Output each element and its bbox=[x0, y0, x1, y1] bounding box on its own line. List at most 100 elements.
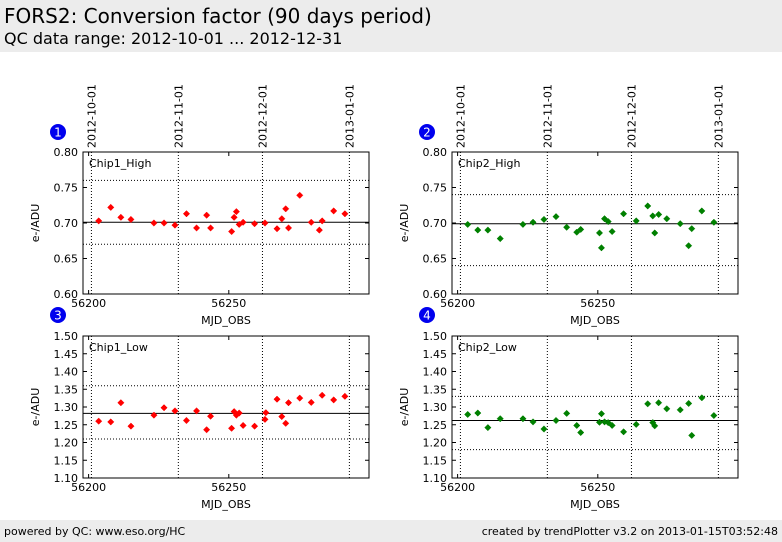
data-point bbox=[203, 426, 211, 434]
data-point bbox=[95, 217, 103, 225]
data-point bbox=[307, 218, 315, 226]
data-point bbox=[540, 215, 548, 224]
data-point bbox=[282, 419, 290, 427]
y-tick-label: 1.40 bbox=[54, 366, 79, 379]
data-point bbox=[474, 409, 482, 417]
y-tick-label: 0.80 bbox=[423, 146, 448, 159]
data-point bbox=[604, 218, 612, 226]
data-point bbox=[604, 419, 612, 427]
y-tick-label: 1.25 bbox=[54, 419, 79, 432]
data-point bbox=[519, 415, 527, 423]
y-tick-label: 0.75 bbox=[54, 182, 79, 195]
chart-panel-4: 1.10 1.15 1.20 1.25 1.30 1.35 1.40 1.45 1.50 5620… bbox=[398, 307, 739, 511]
y-tick-label: 1.15 bbox=[54, 454, 79, 467]
data-point bbox=[688, 225, 696, 233]
y-axis-label: e-/ADU bbox=[398, 388, 411, 427]
data-point bbox=[563, 409, 571, 417]
data-point bbox=[239, 421, 247, 430]
data-point bbox=[474, 226, 482, 234]
data-point bbox=[529, 218, 537, 226]
data-point bbox=[193, 407, 201, 415]
date-tick-label: 2013-01-01 bbox=[712, 84, 725, 148]
data-point bbox=[127, 215, 135, 224]
data-point bbox=[171, 407, 179, 415]
chart-panel-3: 1.10 1.15 1.20 1.25 1.30 1.35 1.40 1.45 1.50 5620… bbox=[29, 307, 370, 511]
data-point bbox=[632, 420, 640, 428]
data-point bbox=[150, 219, 158, 227]
panel-number-badge bbox=[419, 124, 435, 140]
data-point bbox=[262, 409, 270, 417]
data-point bbox=[307, 398, 315, 406]
data-point bbox=[663, 215, 671, 223]
data-point bbox=[239, 218, 247, 226]
data-point bbox=[577, 225, 585, 233]
data-point bbox=[496, 235, 504, 243]
data-point bbox=[597, 244, 606, 252]
data-point bbox=[685, 399, 693, 408]
data-point bbox=[464, 410, 472, 419]
data-point bbox=[296, 394, 304, 402]
y-tick-label: 0.60 bbox=[54, 288, 79, 301]
data-point bbox=[341, 392, 349, 400]
data-point bbox=[207, 412, 215, 420]
data-point bbox=[595, 418, 604, 426]
data-point bbox=[608, 421, 616, 430]
data-point bbox=[632, 217, 640, 225]
data-point bbox=[484, 424, 492, 432]
data-point bbox=[230, 213, 238, 221]
data-point bbox=[150, 411, 158, 419]
data-point bbox=[608, 227, 616, 236]
plot-frame bbox=[82, 335, 370, 479]
panel-label: Chip1_High bbox=[89, 157, 151, 170]
data-point bbox=[620, 210, 628, 218]
data-point bbox=[117, 213, 125, 221]
data-point bbox=[117, 399, 125, 407]
y-tick-label: 1.45 bbox=[423, 348, 448, 361]
data-point bbox=[330, 207, 338, 215]
y-tick-label: 0.80 bbox=[54, 146, 79, 159]
data-point bbox=[464, 220, 472, 228]
date-tick-label: 2012-12-01 bbox=[256, 84, 269, 148]
date-tick-label: 2013-01-01 bbox=[343, 84, 356, 148]
data-point bbox=[261, 219, 269, 227]
date-tick-label: 2012-12-01 bbox=[625, 84, 638, 148]
data-point bbox=[698, 207, 706, 215]
date-tick-label: 2012-10-01 bbox=[85, 84, 98, 148]
y-tick-label: 1.15 bbox=[423, 454, 448, 467]
data-point bbox=[710, 218, 718, 226]
x-tick-label: 56200 bbox=[71, 481, 106, 494]
y-tick-label: 0.75 bbox=[423, 182, 448, 195]
data-point bbox=[207, 224, 215, 232]
data-point bbox=[193, 224, 201, 232]
y-tick-label: 1.45 bbox=[54, 348, 79, 361]
data-point bbox=[127, 422, 135, 430]
y-axis-label: e-/ADU bbox=[398, 204, 411, 243]
data-point bbox=[655, 399, 663, 407]
y-tick-label: 1.50 bbox=[423, 330, 448, 343]
y-tick-label: 1.20 bbox=[423, 437, 448, 450]
data-point bbox=[597, 410, 606, 418]
data-point bbox=[698, 394, 706, 402]
data-point bbox=[573, 421, 581, 430]
y-tick-label: 1.20 bbox=[54, 437, 79, 450]
data-point bbox=[484, 226, 492, 234]
data-point bbox=[160, 219, 168, 227]
data-point bbox=[552, 416, 560, 425]
chart-panel-2: 0.60 0.65 0.70 0.75 0.80 56200 56250 MJD_OBS e-/… bbox=[398, 84, 739, 327]
date-tick-label: 2012-10-01 bbox=[454, 84, 467, 148]
data-point bbox=[651, 422, 659, 430]
y-axis-label: e-/ADU bbox=[29, 388, 42, 427]
y-axis-label: e-/ADU bbox=[29, 204, 42, 243]
data-point bbox=[235, 409, 243, 417]
x-tick-label: 56250 bbox=[211, 297, 246, 310]
plot-frame bbox=[451, 151, 739, 295]
data-point bbox=[318, 391, 326, 399]
data-point bbox=[644, 202, 652, 210]
data-point bbox=[107, 203, 115, 211]
data-point bbox=[341, 210, 349, 218]
y-tick-label: 1.50 bbox=[54, 330, 79, 343]
panel-number: 1 bbox=[54, 126, 62, 140]
plot-frame bbox=[82, 151, 370, 295]
data-point bbox=[232, 208, 240, 216]
panel-label: Chip2_High bbox=[458, 157, 520, 170]
